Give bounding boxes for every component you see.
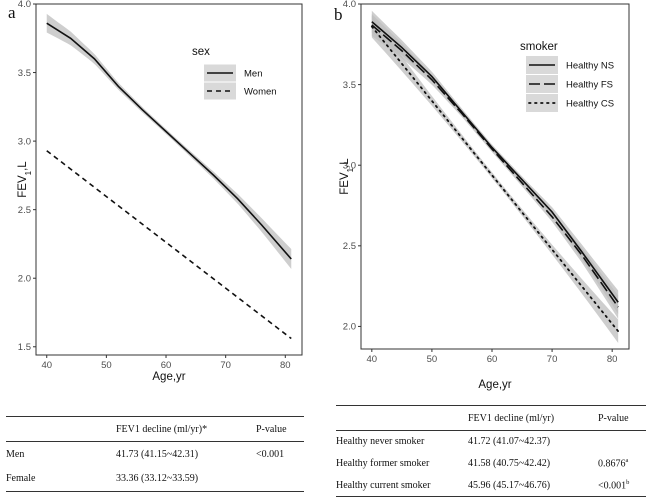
chart-a-y-tick-label: 2.0 xyxy=(18,273,31,284)
chart-b-y-axis-title: FEV1,L xyxy=(339,158,355,195)
chart-b-x-tick-label: 70 xyxy=(547,354,558,365)
chart-b-legend-label: Healthy NS xyxy=(566,60,614,71)
table-row: Healthy former smoker 41.58 (40.75~42.42… xyxy=(336,453,646,475)
chart-a-ci-band-0 xyxy=(46,13,292,270)
chart-a: sex Men Women 40 50 60 70 80 1.5 2.0 2.5 3.0 3.5 4.0… xyxy=(17,0,303,383)
chart-b-ci-bands xyxy=(371,10,619,344)
chart-b-legend-title: smoker xyxy=(520,41,558,53)
chart-a-y-tick-label: 4.0 xyxy=(18,0,31,10)
chart-a-y-axis-title: FEV1,L xyxy=(17,161,33,198)
chart-b-series-line-2 xyxy=(370,25,620,333)
table-a-header-row: FEV1 decline (ml/yr)* P-value xyxy=(6,416,304,442)
chart-b-x-tick-label: 40 xyxy=(367,354,378,365)
chart-a-plot-panel xyxy=(35,3,303,356)
chart-a-legend-label: Men xyxy=(244,68,262,79)
chart-b-legend: smoker Healthy NS Healthy FS Healthy CS xyxy=(520,41,614,112)
chart-a-x-tick-label: 40 xyxy=(41,360,52,371)
chart-b-series-line-0 xyxy=(371,21,619,303)
table-b-cell-group: Healthy former smoker xyxy=(336,458,430,469)
table-b-header-decline: FEV1 decline (ml/yr) xyxy=(468,412,555,424)
table-b: FEV1 decline (ml/yr) P-value Healthy nev… xyxy=(336,405,646,497)
table-a-header-decline: FEV1 decline (ml/yr)* xyxy=(116,423,208,435)
table-a-cell-decline: 33.36 (33.12~33.59) xyxy=(116,473,199,485)
chart-b-x-tick-label: 60 xyxy=(487,354,498,365)
table-a-cell-pvalue: <0.001 xyxy=(256,448,285,460)
table-b-cell-decline: 41.58 (40.75~42.42) xyxy=(468,458,551,469)
chart-b-ci-band-1 xyxy=(371,14,619,319)
chart-a-x-tick-label: 60 xyxy=(161,360,172,371)
chart-a-legend-label: Women xyxy=(244,86,277,97)
chart-b-y-tick-label: 2.5 xyxy=(343,241,356,252)
chart-a-x-tick-label: 50 xyxy=(101,360,112,371)
chart-b-ci-band-2 xyxy=(371,15,619,344)
table-b-cell-group: Healthy never smoker xyxy=(336,436,425,448)
table-a-header-pvalue: P-value xyxy=(256,423,287,435)
chart-b-x-tick-label: 50 xyxy=(427,354,438,365)
table-row: Men 41.73 (41.15~42.31) <0.001 xyxy=(6,442,304,467)
table-b-cell-group: Healthy current smoker xyxy=(336,479,431,491)
table-a-cell-pvalue xyxy=(256,467,304,492)
chart-b-y-tick-label: 3.0 xyxy=(343,160,356,171)
table-b-header-group xyxy=(336,406,468,431)
chart-a-y-tick-label: 2.5 xyxy=(18,205,31,216)
chart-b-series-line-1 xyxy=(371,24,619,308)
table-b-header-row: FEV1 decline (ml/yr) P-value xyxy=(336,405,646,431)
table-b-cell-pvalue: 0.8676a xyxy=(598,457,629,470)
chart-b-series-lines xyxy=(370,21,620,333)
chart-b-y-tick-label: 3.5 xyxy=(343,80,356,91)
table-b-cell-pvalue: <0.001b xyxy=(598,479,630,492)
chart-b-x-axis-title: Age,yr xyxy=(478,379,511,391)
table-b-cell-pvalue xyxy=(598,431,646,453)
chart-b-legend-key-bg xyxy=(526,75,558,93)
panel-label-a: a xyxy=(8,3,16,22)
table-row: Healthy current smoker 45.96 (45.17~46.7… xyxy=(336,475,646,497)
chart-a-y-tick-label: 3.5 xyxy=(18,68,31,79)
table-b-cell-decline: 45.96 (45.17~46.76) xyxy=(468,479,551,491)
table-a-cell-group: Men xyxy=(6,448,25,460)
chart-a-legend-title: sex xyxy=(192,46,210,58)
chart-a-legend: sex Men Women xyxy=(192,46,277,100)
table-row: Healthy never smoker 41.72 (41.07~42.37) xyxy=(336,431,646,453)
chart-b-y-tick-label: 2.0 xyxy=(343,322,356,333)
chart-a-series-lines xyxy=(46,22,292,340)
chart-a-x-tick-label: 80 xyxy=(280,360,291,371)
chart-a-series-line-0 xyxy=(46,22,292,260)
chart-b-x-tick-label: 80 xyxy=(607,354,618,365)
chart-a-series-line-1 xyxy=(46,150,292,340)
chart-a-y-tick-label: 3.0 xyxy=(18,136,31,147)
table-a-cell-decline: 41.73 (41.15~42.31) xyxy=(116,448,199,460)
chart-b-legend-label: Healthy FS xyxy=(566,79,613,90)
panel-label-b: b xyxy=(334,5,343,24)
table-b-header-pvalue: P-value xyxy=(598,412,629,424)
chart-b-legend-label: Healthy CS xyxy=(566,98,614,109)
chart-b: smoker Healthy NS Healthy FS Healthy CS 40 5… xyxy=(339,0,630,391)
table-row: Female 33.36 (33.12~33.59) xyxy=(6,467,304,492)
chart-a-axes xyxy=(35,3,303,356)
chart-a-x-tick-label: 70 xyxy=(220,360,231,371)
table-a-header-group xyxy=(6,417,116,442)
chart-a-ci-bands xyxy=(46,13,292,270)
chart-a-y-tick-label: 1.5 xyxy=(18,342,31,353)
table-a: FEV1 decline (ml/yr)* P-value Men 41.73 … xyxy=(6,416,304,492)
table-b-cell-decline: 41.72 (41.07~42.37) xyxy=(468,436,551,448)
chart-a-x-axis-title: Age,yr xyxy=(152,371,185,383)
table-a-cell-group: Female xyxy=(6,473,36,485)
chart-b-y-tick-label: 4.0 xyxy=(343,0,356,10)
